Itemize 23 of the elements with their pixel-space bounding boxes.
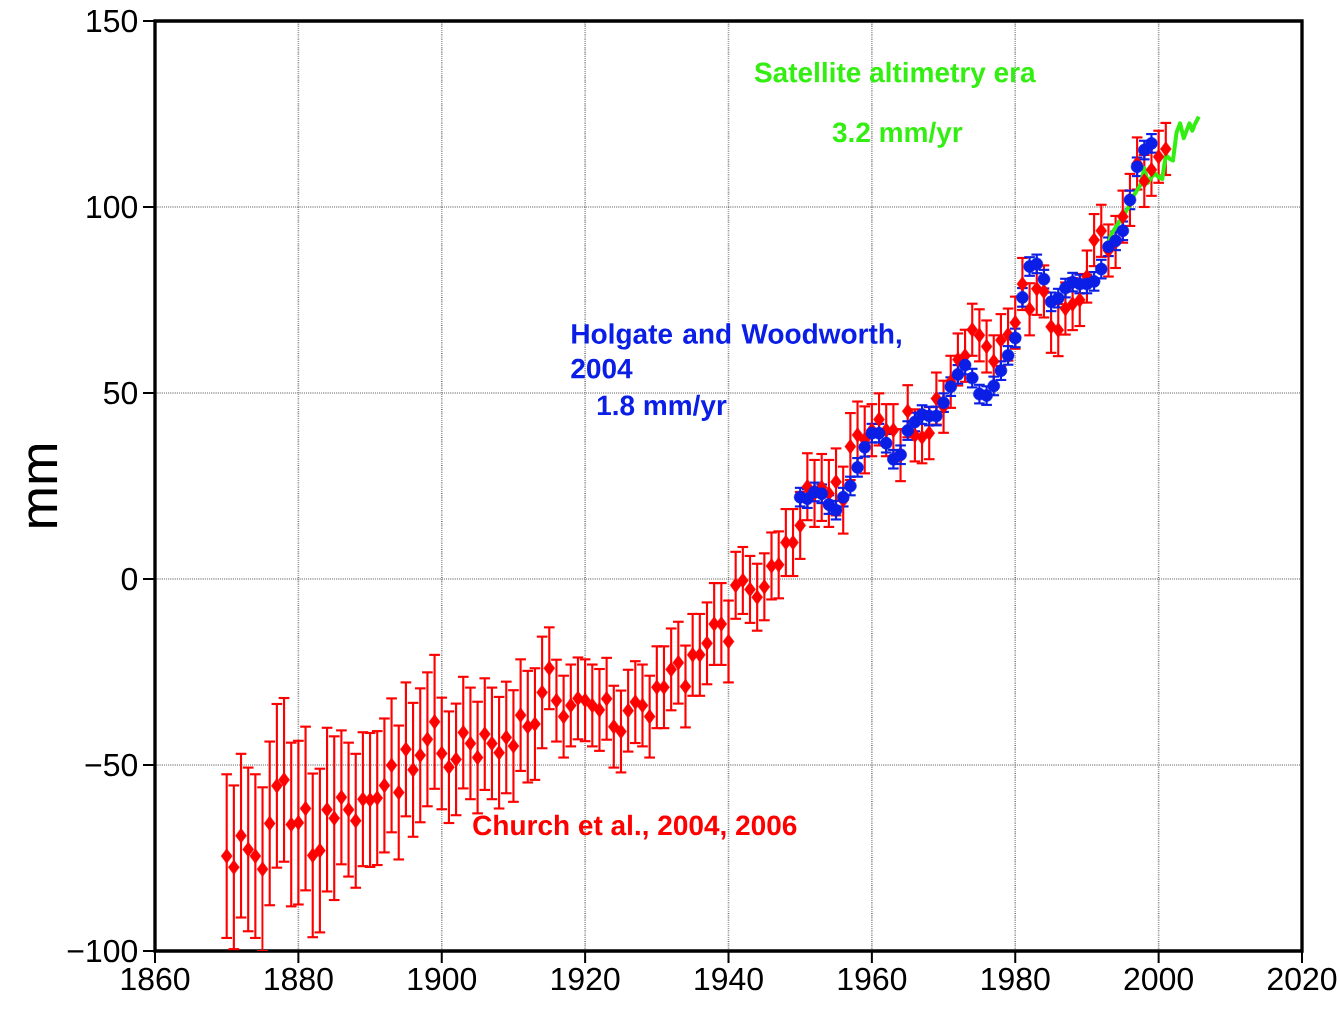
y-tick-label: 100 <box>87 195 138 219</box>
y-tick-label: 150 <box>87 9 138 33</box>
x-tick-label: 1960 <box>838 967 907 991</box>
y-tick-label: 0 <box>121 567 138 591</box>
series-label: Holgate and Woodworth, 2004 <box>571 323 901 379</box>
x-tick-label: 1940 <box>695 967 763 991</box>
x-tick-label: 1860 <box>121 967 190 991</box>
y-tick-label: −50 <box>85 753 138 777</box>
y-axis-title: mm <box>28 445 58 527</box>
x-tick-label: 2000 <box>1124 967 1193 991</box>
x-tick-label: 2020 <box>1268 967 1337 991</box>
text: Satellite altimetry era <box>754 61 1036 88</box>
x-tick-label: 1900 <box>408 967 477 991</box>
point <box>1016 291 1029 304</box>
x-tick-label: 1920 <box>551 967 620 991</box>
annotation: 1.8 mm/yr <box>597 394 727 421</box>
annotation: 3.2 mm/yr <box>832 121 963 148</box>
point <box>1130 160 1144 174</box>
y-tick-label: −100 <box>67 939 138 963</box>
x-tick-label: 1980 <box>982 967 1050 991</box>
x-tick-label: 1880 <box>265 967 333 991</box>
y-tick-label: 50 <box>103 381 138 405</box>
series-label: Church et al., 2004, 2006 <box>473 814 797 840</box>
